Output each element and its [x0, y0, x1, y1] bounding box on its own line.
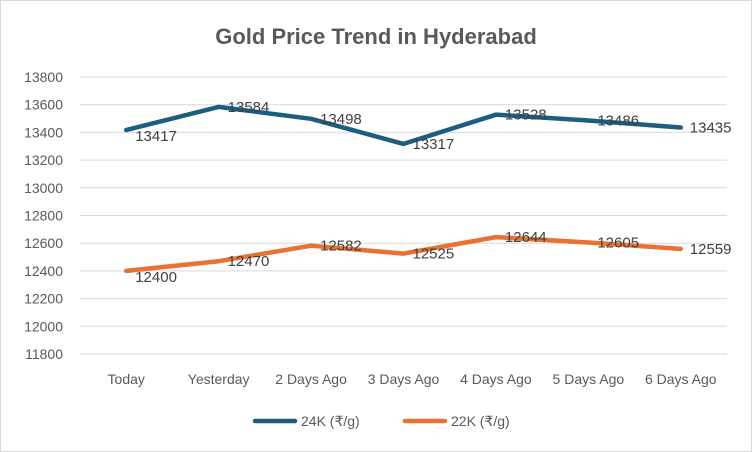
- data-label: 13435: [690, 120, 732, 137]
- x-tick-label: 2 Days Ago: [275, 371, 347, 387]
- x-tick-label: Yesterday: [188, 371, 250, 387]
- legend-label: 24K (₹/g): [301, 413, 360, 429]
- x-tick-label: 5 Days Ago: [553, 371, 625, 387]
- y-tick-label: 13600: [24, 97, 63, 113]
- data-label: 12644: [505, 229, 547, 246]
- data-label: 12559: [690, 241, 732, 258]
- data-label: 12470: [228, 253, 270, 270]
- chart-title: Gold Price Trend in Hyderabad: [215, 24, 537, 49]
- data-label: 12400: [135, 269, 177, 286]
- y-tick-label: 12600: [24, 235, 63, 251]
- y-tick-label: 11800: [25, 346, 63, 362]
- x-tick-label: 4 Days Ago: [460, 371, 532, 387]
- x-tick-label: Today: [108, 371, 145, 387]
- y-tick-label: 13000: [24, 180, 63, 196]
- x-tick-label: 3 Days Ago: [368, 371, 440, 387]
- data-label: 13486: [597, 112, 639, 129]
- y-tick-label: 12200: [24, 291, 63, 307]
- data-label: 13528: [505, 107, 547, 124]
- data-label: 13417: [135, 128, 177, 145]
- data-label: 13498: [320, 111, 362, 128]
- series-line-22k: [123, 234, 684, 274]
- data-label: 12525: [413, 246, 455, 263]
- y-tick-label: 12800: [24, 208, 63, 224]
- series-line-24k: [123, 104, 684, 147]
- data-label: 12582: [320, 238, 362, 255]
- y-tick-label: 13400: [24, 124, 63, 140]
- y-tick-label: 12000: [24, 318, 63, 334]
- data-label: 13317: [413, 136, 455, 153]
- y-tick-label: 13200: [24, 152, 63, 168]
- y-tick-label: 13800: [24, 69, 63, 85]
- data-label: 12605: [597, 235, 639, 252]
- legend-label: 22K (₹/g): [451, 413, 510, 429]
- x-tick-label: 6 Days Ago: [645, 371, 717, 387]
- data-label: 13584: [228, 99, 270, 116]
- y-tick-label: 12400: [24, 263, 63, 279]
